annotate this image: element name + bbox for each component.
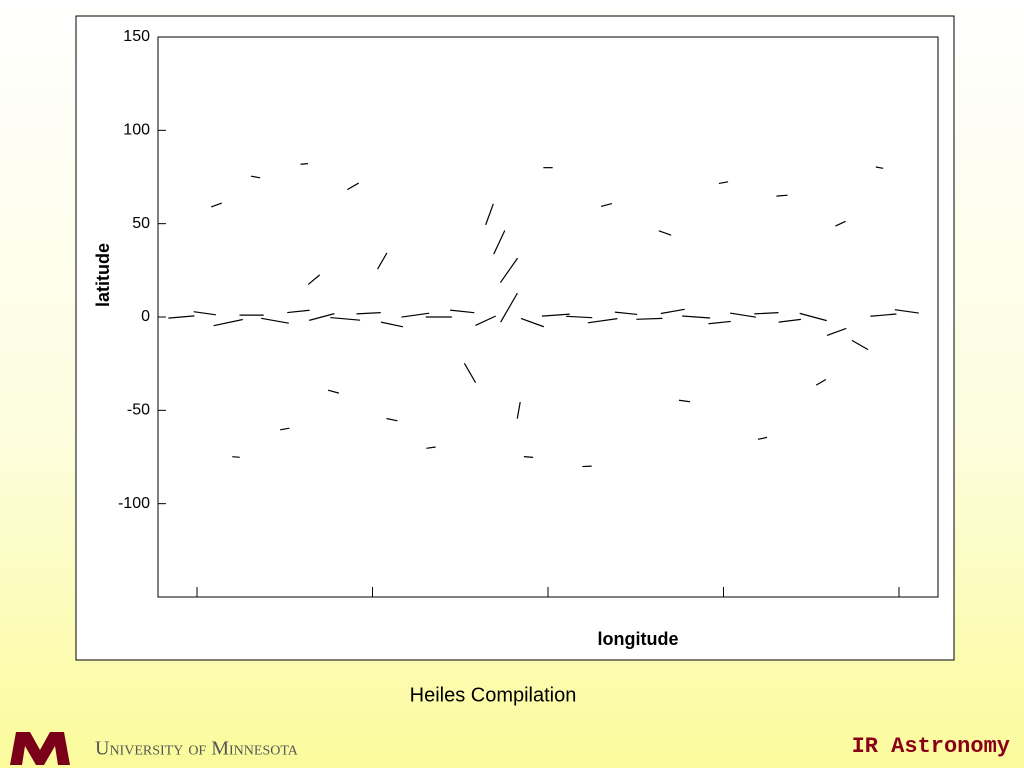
polarization-vector <box>401 312 430 318</box>
polarization-vector <box>347 182 359 191</box>
polarization-vector <box>636 317 663 320</box>
polarization-vector <box>500 292 518 323</box>
logo-mark <box>10 732 70 765</box>
polarization-vector <box>757 436 768 440</box>
polarization-vector <box>587 318 618 324</box>
polarization-vector <box>520 317 545 328</box>
polarization-vector <box>327 389 340 394</box>
y-tick-label: 50 <box>132 215 150 232</box>
polarization-vector <box>682 315 711 319</box>
polarization-vector <box>708 320 731 325</box>
polarization-vector <box>330 316 361 321</box>
polarization-vector <box>516 401 521 419</box>
polarization-vector <box>894 309 919 314</box>
polarization-vector <box>799 312 827 322</box>
polarization-vector <box>835 220 846 227</box>
polarization-vector <box>485 203 494 226</box>
polarization-vector <box>309 313 335 321</box>
y-axis-label: latitude <box>93 243 113 307</box>
university-logo <box>10 732 70 765</box>
polarization-vector <box>754 312 779 315</box>
polarization-vector <box>475 315 497 327</box>
polarization-vector <box>261 317 289 324</box>
polarization-vector <box>168 315 195 319</box>
polarization-vector <box>463 363 477 383</box>
y-tick-label: -100 <box>118 495 150 512</box>
polarization-vector <box>815 379 827 386</box>
polarization-vector <box>211 202 222 208</box>
polarization-vector <box>718 181 729 185</box>
polarization-vector <box>730 312 756 318</box>
polarization-vector <box>658 230 672 236</box>
y-tick-label: 100 <box>123 122 150 139</box>
polarization-vector <box>193 311 216 316</box>
polarization-vector <box>523 455 534 459</box>
polarization-vector <box>776 194 788 197</box>
polarization-vector <box>280 427 290 431</box>
polarization-vector <box>851 339 869 351</box>
polarization-vector <box>499 257 519 283</box>
polarization-vector <box>778 318 801 323</box>
polarization-vector <box>300 163 309 165</box>
polarization-vector <box>380 321 404 328</box>
y-tick-label: 150 <box>123 28 150 45</box>
polarization-vector <box>493 230 506 255</box>
polarization-vector <box>870 313 897 317</box>
university-name: University of Minnesota <box>95 738 299 760</box>
polarization-vector <box>426 446 436 449</box>
polarization-vector <box>213 318 243 327</box>
polarization-vector <box>287 309 310 314</box>
polarization-vector <box>250 175 261 179</box>
polarization-vector <box>660 308 685 315</box>
polarization-vector <box>826 327 847 337</box>
polarization-vector <box>566 315 593 319</box>
polarization-vector <box>307 274 321 285</box>
caption: Heiles Compilation <box>410 684 577 706</box>
polarization-vector <box>614 311 638 316</box>
polarization-vector <box>377 252 388 270</box>
course-title: IR Astronomy <box>852 734 1010 759</box>
polarization-vector <box>541 313 570 317</box>
polarization-vector <box>875 166 884 169</box>
y-tick-label: -50 <box>127 402 150 419</box>
chart-frame <box>75 15 955 661</box>
polarization-vector <box>232 456 240 458</box>
polarization-vector <box>678 399 691 403</box>
polarization-vector <box>386 417 398 422</box>
x-axis-label: longitude <box>598 629 679 649</box>
polarization-vector <box>356 312 381 315</box>
y-tick-label: 0 <box>141 308 150 325</box>
polarization-vector <box>450 309 475 314</box>
polarization-vector <box>600 202 613 208</box>
